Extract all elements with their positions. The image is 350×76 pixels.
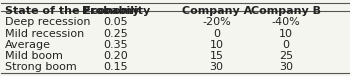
Text: -40%: -40% xyxy=(272,17,301,27)
Text: 10: 10 xyxy=(210,40,224,50)
Text: 0.35: 0.35 xyxy=(104,40,128,50)
Text: 15: 15 xyxy=(210,51,224,61)
Text: 0.25: 0.25 xyxy=(104,29,128,39)
Text: Probability: Probability xyxy=(82,6,150,16)
Text: Mild boom: Mild boom xyxy=(5,51,63,61)
Text: 0: 0 xyxy=(282,40,289,50)
Text: -20%: -20% xyxy=(202,17,231,27)
Text: 30: 30 xyxy=(279,62,293,72)
Text: 30: 30 xyxy=(210,62,224,72)
Text: 0.15: 0.15 xyxy=(104,62,128,72)
Text: Company B: Company B xyxy=(251,6,321,16)
Text: 0.20: 0.20 xyxy=(104,51,128,61)
Text: Average: Average xyxy=(5,40,51,50)
Text: Deep recession: Deep recession xyxy=(5,17,90,27)
Text: 0.05: 0.05 xyxy=(104,17,128,27)
Text: Mild recession: Mild recession xyxy=(5,29,84,39)
Text: 10: 10 xyxy=(279,29,293,39)
Text: State of the Economy: State of the Economy xyxy=(5,6,139,16)
Text: Strong boom: Strong boom xyxy=(5,62,77,72)
Text: 25: 25 xyxy=(279,51,293,61)
Text: Company A: Company A xyxy=(182,6,252,16)
Text: 0: 0 xyxy=(213,29,220,39)
